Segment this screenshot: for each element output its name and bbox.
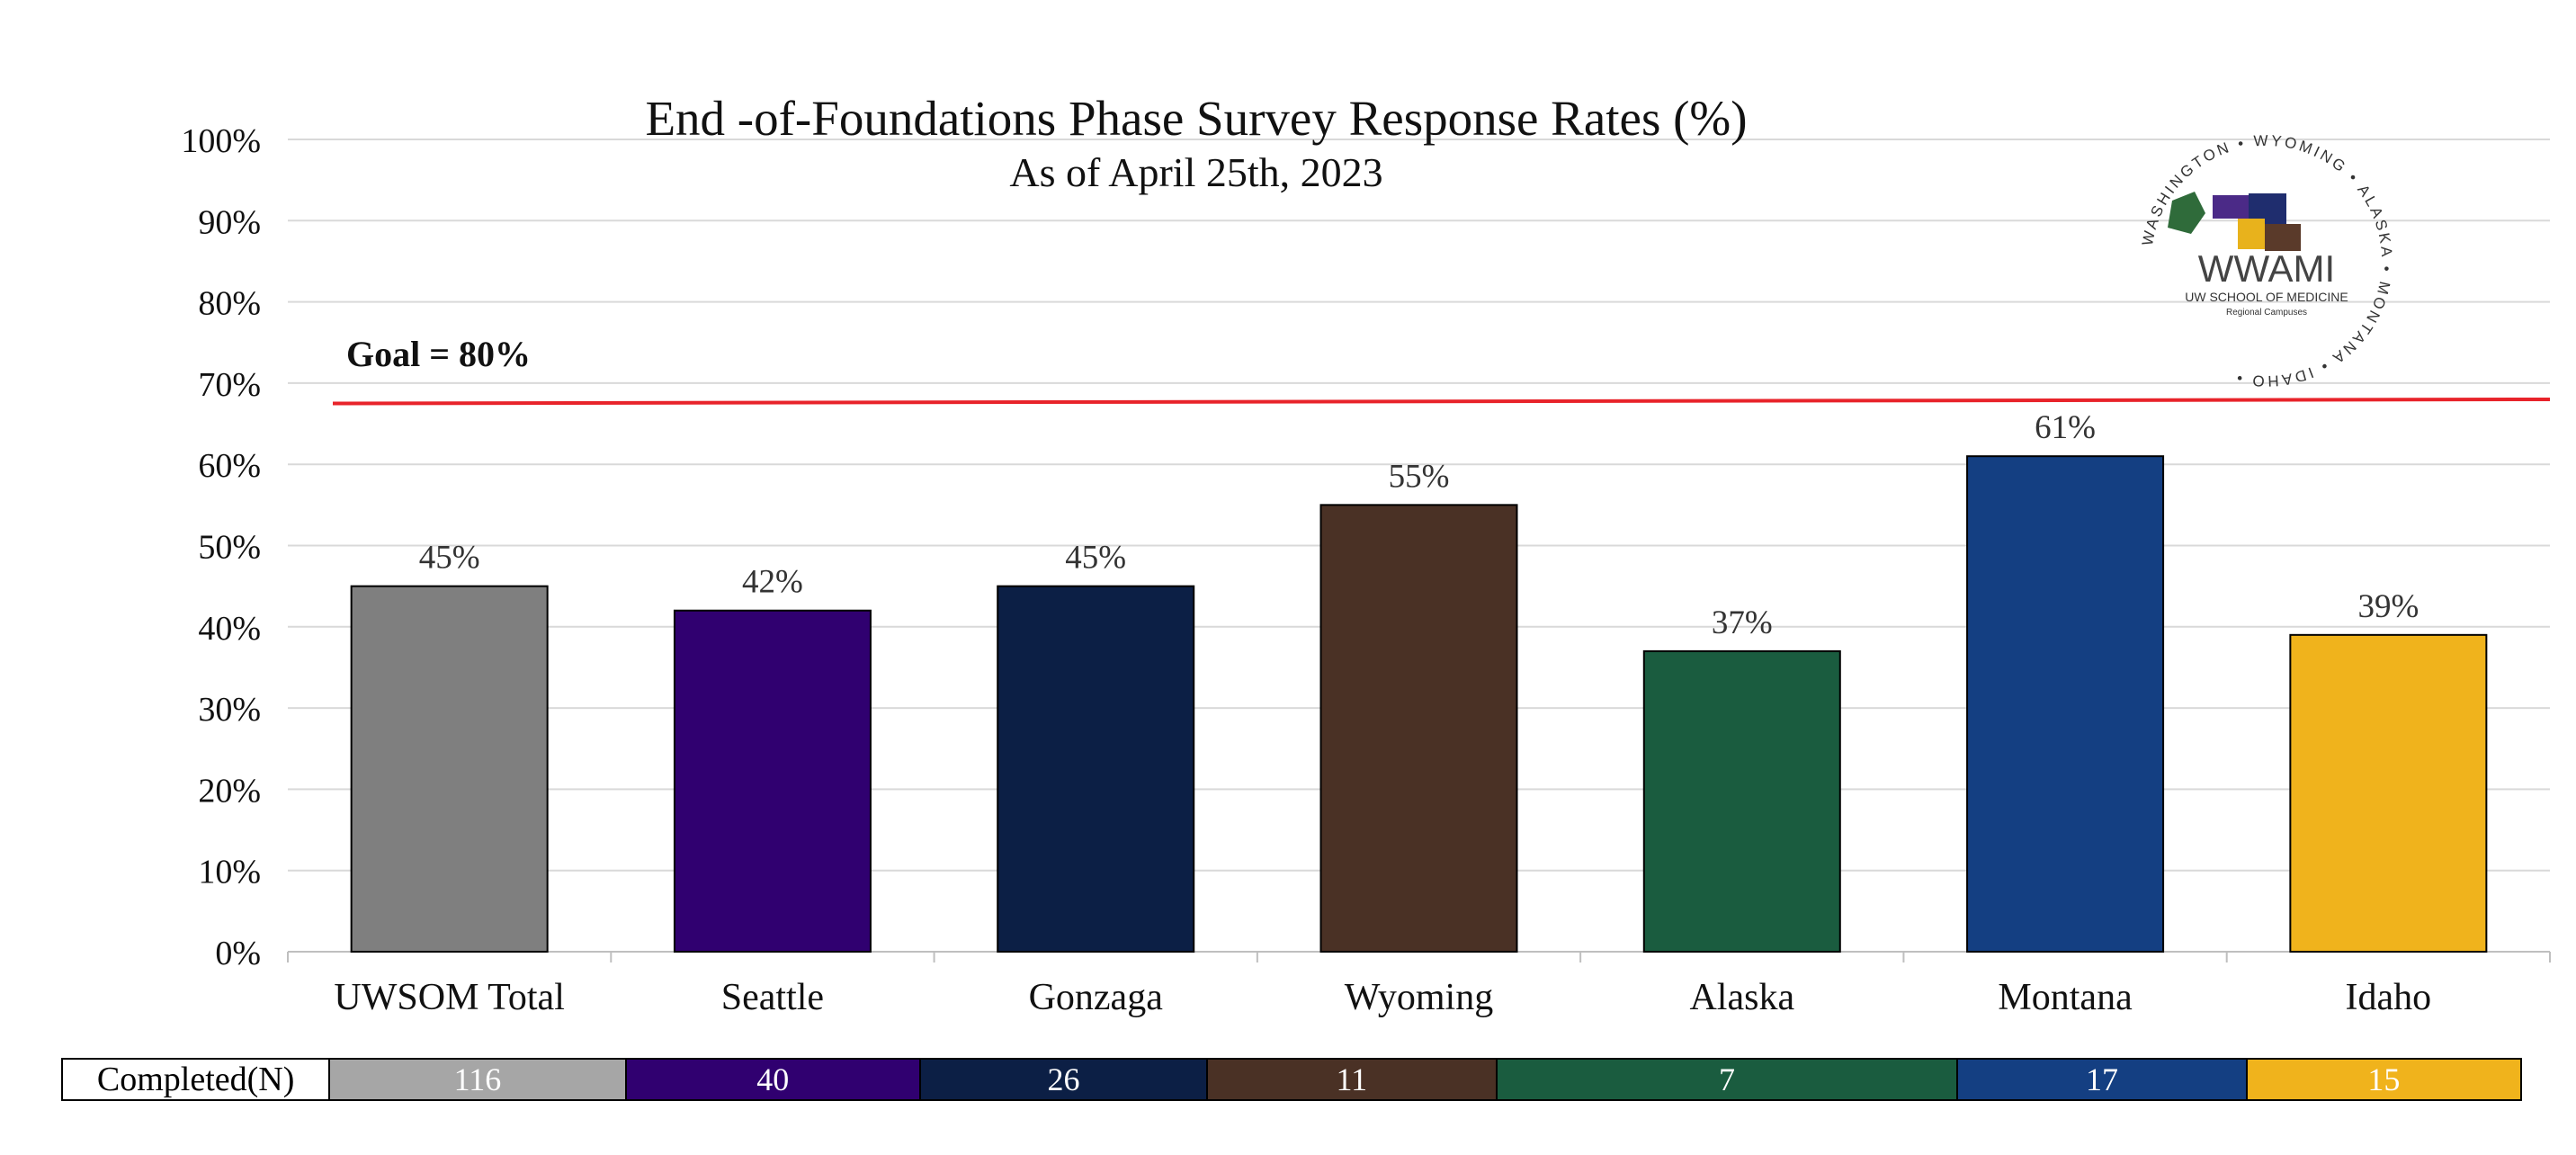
bar (2289, 633, 2488, 954)
x-tick-label: Wyoming (1345, 977, 1493, 1018)
x-tick-label: UWSOM Total (334, 977, 564, 1018)
x-tick-label: Gonzaga (1029, 977, 1164, 1018)
data-label: 45% (419, 540, 480, 577)
completed-count-cell: 116 (328, 1060, 625, 1099)
y-tick-label: 0% (215, 935, 261, 972)
svg-text:UW SCHOOL OF MEDICINE: UW SCHOOL OF MEDICINE (2185, 290, 2348, 304)
y-tick-label: 40% (198, 610, 261, 648)
y-tick-label: 60% (198, 447, 261, 485)
goal-line (332, 397, 2551, 406)
bar (1642, 649, 1841, 953)
wwami-logo: WASHINGTON • WYOMING • ALASKA • MONTANA … (2132, 130, 2402, 391)
bar (1319, 504, 1518, 953)
x-tick-label: Idaho (2346, 977, 2432, 1018)
x-tick-label: Alaska (1689, 977, 1794, 1018)
completed-count-cell: 7 (1495, 1060, 1957, 1099)
completed-count-cell: 40 (624, 1060, 919, 1099)
completed-counts-table: Completed(N) 116 40 26 11 7 17 15 (61, 1058, 2522, 1101)
y-tick-label: 30% (198, 691, 261, 729)
chart-title: End -of-Foundations Phase Survey Respons… (645, 91, 1748, 146)
data-label: 55% (1389, 458, 1450, 495)
y-tick-label: 50% (198, 529, 261, 567)
svg-text:WWAMI: WWAMI (2198, 247, 2335, 290)
y-tick-label: 80% (198, 285, 261, 323)
data-label: 61% (2035, 409, 2096, 446)
completed-count-cell: 17 (1956, 1060, 2246, 1099)
x-tick-label: Montana (1998, 977, 2133, 1018)
completed-count-cell: 26 (918, 1060, 1207, 1099)
y-tick-label: 100% (181, 122, 261, 160)
data-label: 42% (742, 564, 803, 601)
goal-label: Goal = 80% (346, 334, 532, 374)
completed-count-cell: 11 (1206, 1060, 1496, 1099)
data-label: 45% (1065, 540, 1126, 577)
bar (997, 585, 1195, 954)
bar (673, 609, 872, 953)
svg-text:Regional Campuses: Regional Campuses (2226, 308, 2307, 318)
x-tick-label: Seattle (721, 977, 824, 1018)
data-label: 39% (2357, 588, 2419, 625)
bar (1966, 455, 2165, 954)
y-tick-label: 70% (198, 366, 261, 404)
data-label: 37% (1712, 604, 1773, 641)
bar (350, 585, 549, 954)
y-tick-label: 90% (198, 203, 261, 241)
chart-subtitle: As of April 25th, 2023 (1009, 149, 1383, 195)
completed-header: Completed(N) (63, 1060, 329, 1099)
y-tick-label: 20% (198, 772, 261, 810)
completed-count-cell: 15 (2245, 1060, 2520, 1099)
y-tick-label: 10% (198, 854, 261, 891)
